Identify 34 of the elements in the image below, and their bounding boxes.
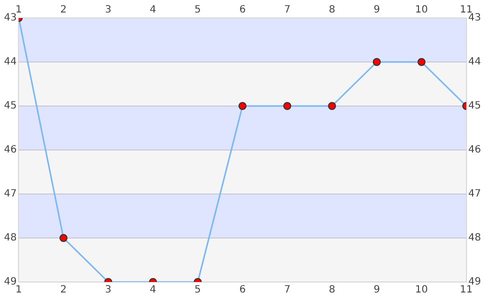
y-tick-label: 47 — [4, 188, 17, 200]
y2-tick-label: 45 — [468, 100, 482, 112]
x2-tick-label: 1 — [16, 284, 22, 296]
x-tick-label: 8 — [328, 4, 336, 16]
x-tick-label: 3 — [105, 4, 112, 16]
x2-tick-label: 11 — [460, 284, 473, 296]
y-tick-label: 46 — [4, 144, 17, 156]
y-tick-label: 44 — [4, 56, 17, 68]
y2-tick-label: 46 — [468, 144, 482, 156]
y-tick-label: 45 — [4, 100, 17, 112]
x-tick-label: 1 — [16, 4, 22, 16]
x2-tick-label: 6 — [239, 284, 246, 296]
x-tick-label: 2 — [60, 4, 67, 16]
x-tick-label: 5 — [194, 4, 201, 16]
x-tick-label: 7 — [284, 4, 290, 16]
x2-tick-label: 8 — [328, 284, 336, 296]
x2-tick-label: 9 — [374, 284, 380, 296]
y2-tick-label: 47 — [468, 188, 482, 200]
x2-tick-label: 7 — [284, 284, 290, 296]
x2-tick-label: 3 — [105, 284, 112, 296]
y-tick-label: 43 — [4, 12, 17, 24]
y-tick-label: 49 — [4, 276, 17, 288]
x2-tick-label: 4 — [150, 284, 156, 296]
y2-tick-label: 43 — [468, 12, 482, 24]
x-tick-label: 10 — [415, 4, 428, 16]
x-tick-label: 6 — [239, 4, 246, 16]
x2-tick-label: 2 — [60, 284, 67, 296]
x2-tick-label: 10 — [415, 284, 428, 296]
x-tick-label: 9 — [374, 4, 380, 16]
x2-tick-label: 5 — [194, 284, 201, 296]
x-tick-label: 4 — [150, 4, 156, 16]
y-tick-label: 48 — [4, 232, 17, 244]
y2-tick-label: 44 — [468, 56, 482, 68]
y2-tick-label: 48 — [468, 232, 482, 244]
